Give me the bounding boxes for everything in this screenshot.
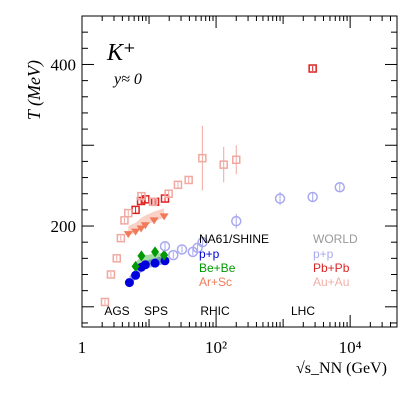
data-point	[106, 270, 116, 279]
legend-entry: Pb+Pb	[313, 261, 350, 275]
data-points	[100, 64, 346, 307]
data-point	[140, 260, 150, 270]
energy-region-label: RHIC	[200, 304, 230, 318]
data-point	[131, 260, 140, 272]
data-point	[159, 213, 169, 221]
data-point	[168, 249, 179, 261]
energy-region-label: SPS	[144, 304, 168, 318]
data-point	[231, 215, 242, 227]
data-point	[149, 217, 159, 225]
data-point	[232, 155, 241, 165]
legend-title-na61: NA61/SHINE	[199, 232, 269, 246]
axis-ticks	[81, 15, 398, 327]
data-point	[148, 197, 158, 207]
legend-title-world: WORLD	[313, 232, 358, 246]
energy-region-label: LHC	[291, 304, 315, 318]
data-point	[136, 225, 146, 233]
data-point	[112, 254, 122, 263]
data-point	[131, 228, 141, 236]
legend-entry: Be+Be	[199, 261, 236, 275]
legend-entry: Au+Au	[313, 275, 349, 289]
data-point	[150, 258, 160, 268]
data-point	[140, 222, 150, 230]
particle-label: K⁺	[106, 40, 136, 66]
x-tick-label: 1	[78, 338, 87, 357]
data-point	[334, 182, 346, 193]
data-point	[160, 249, 169, 261]
y-tick-label: 200	[51, 217, 77, 236]
data-point	[308, 64, 317, 73]
data-point	[137, 191, 146, 201]
energy-region-label: AGS	[104, 304, 129, 318]
data-point	[100, 297, 110, 307]
legend-entry: p+p	[199, 247, 220, 261]
y-axis-label: T (MeV)	[24, 60, 45, 120]
y-tick-label: 400	[51, 55, 77, 74]
x-tick-label: 10²	[205, 338, 227, 357]
data-point	[173, 180, 183, 190]
data-point	[131, 270, 141, 280]
data-point	[116, 233, 126, 243]
data-point	[159, 240, 171, 252]
x-axis-label: √s_NN (GeV)	[296, 360, 387, 377]
data-point	[151, 246, 160, 258]
data-point	[124, 278, 134, 288]
data-point	[197, 236, 208, 248]
data-point	[164, 189, 173, 198]
data-point	[124, 208, 133, 218]
legend-entry: Ar+Sc	[199, 275, 232, 289]
legend: NA61/SHINE WORLDp+pBe+BeAr+Scp+pPb+PbAu+A…	[199, 232, 358, 289]
data-point	[274, 193, 286, 204]
rapidity-label: y≈ 0	[112, 71, 142, 88]
legend-entry: p+p	[313, 247, 334, 261]
data-point	[184, 175, 193, 185]
data-point	[137, 250, 146, 262]
data-point	[219, 160, 228, 169]
plot-frame	[81, 15, 398, 328]
data-point	[123, 231, 133, 239]
data-point	[307, 191, 318, 203]
x-tick-label: 10⁴	[339, 338, 362, 357]
data-point	[176, 244, 188, 255]
data-point	[198, 153, 207, 163]
